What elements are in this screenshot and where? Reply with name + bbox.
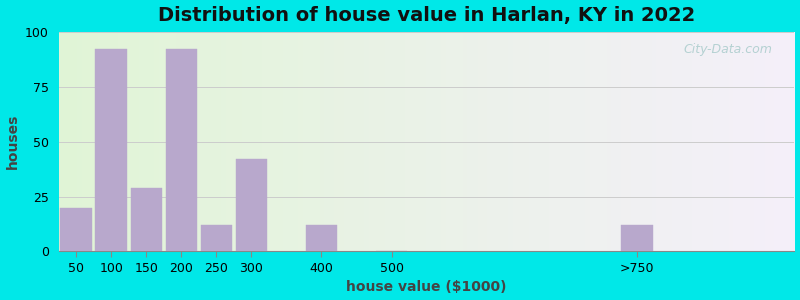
Bar [236,159,267,251]
Bar [130,188,162,251]
X-axis label: house value ($1000): house value ($1000) [346,280,507,294]
Bar [61,208,92,251]
Text: City-Data.com: City-Data.com [683,43,772,56]
Bar [201,225,232,251]
Bar [95,49,127,251]
Bar [306,225,338,251]
Title: Distribution of house value in Harlan, KY in 2022: Distribution of house value in Harlan, K… [158,6,695,25]
Bar [166,49,197,251]
Bar [621,225,653,251]
Y-axis label: houses: houses [6,114,19,169]
